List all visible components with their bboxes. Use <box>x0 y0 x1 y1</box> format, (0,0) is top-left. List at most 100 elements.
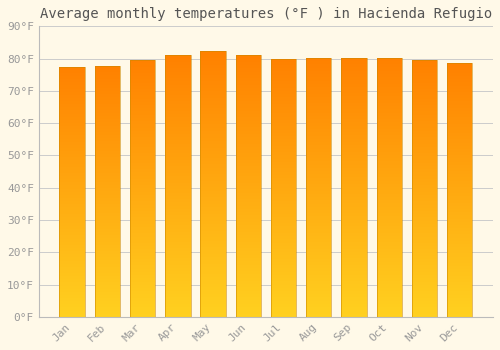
Bar <box>447 212 472 216</box>
Bar <box>94 219 120 223</box>
Bar <box>60 145 85 148</box>
Bar <box>236 186 261 189</box>
Bar <box>342 87 366 90</box>
Bar <box>200 260 226 264</box>
Bar <box>200 71 226 75</box>
Bar <box>306 139 332 142</box>
Bar <box>271 178 296 181</box>
Bar <box>60 236 85 239</box>
Bar <box>60 220 85 223</box>
Bar <box>130 240 156 243</box>
Bar <box>376 135 402 139</box>
Bar <box>271 191 296 194</box>
Bar <box>200 105 226 108</box>
Bar <box>447 98 472 101</box>
Bar <box>306 207 332 210</box>
Bar <box>412 269 437 272</box>
Bar <box>236 255 261 258</box>
Bar <box>236 268 261 271</box>
Bar <box>165 219 190 222</box>
Bar <box>306 74 332 77</box>
Bar <box>60 126 85 129</box>
Bar <box>306 129 332 132</box>
Bar <box>342 314 366 317</box>
Bar <box>236 150 261 153</box>
Bar <box>306 158 332 161</box>
Bar <box>165 65 190 68</box>
Bar <box>130 281 156 285</box>
Bar <box>271 126 296 130</box>
Bar <box>94 173 120 176</box>
Bar <box>94 301 120 304</box>
Bar <box>200 287 226 290</box>
Bar <box>342 219 366 223</box>
Bar <box>412 214 437 217</box>
Bar <box>165 167 190 170</box>
Bar <box>130 217 156 220</box>
Bar <box>271 139 296 142</box>
Bar <box>412 256 437 259</box>
Bar <box>447 168 472 171</box>
Bar <box>200 184 226 188</box>
Bar <box>447 174 472 177</box>
Bar <box>165 241 190 245</box>
Bar <box>306 230 332 233</box>
Bar <box>130 182 156 185</box>
Bar <box>447 216 472 219</box>
Bar <box>342 158 366 161</box>
Bar <box>94 166 120 169</box>
Bar <box>342 252 366 255</box>
Bar <box>165 121 190 124</box>
Bar <box>376 148 402 152</box>
Bar <box>236 199 261 202</box>
Bar <box>130 102 156 105</box>
Bar <box>60 314 85 317</box>
Bar <box>447 133 472 136</box>
Bar <box>236 202 261 206</box>
Bar <box>130 230 156 233</box>
Title: Average monthly temperatures (°F ) in Hacienda Refugio: Average monthly temperatures (°F ) in Ha… <box>40 7 492 21</box>
Bar <box>94 66 120 69</box>
Bar <box>412 314 437 317</box>
Bar <box>447 105 472 108</box>
Bar <box>271 172 296 175</box>
Bar <box>94 248 120 251</box>
Bar <box>271 194 296 197</box>
Bar <box>376 301 402 304</box>
Bar <box>447 73 472 76</box>
Bar <box>412 96 437 99</box>
Bar <box>376 307 402 310</box>
Bar <box>94 307 120 310</box>
Bar <box>236 193 261 196</box>
Bar <box>200 121 226 125</box>
Bar <box>130 83 156 86</box>
Bar <box>447 292 472 295</box>
Bar <box>94 141 120 144</box>
Bar <box>412 227 437 230</box>
Bar <box>447 162 472 165</box>
Bar <box>271 291 296 294</box>
Bar <box>60 289 85 292</box>
Bar <box>412 224 437 227</box>
Bar <box>447 307 472 310</box>
Bar <box>200 181 226 184</box>
Bar <box>200 134 226 138</box>
Bar <box>376 90 402 93</box>
Bar <box>376 281 402 285</box>
Bar <box>447 196 472 200</box>
Bar <box>447 111 472 114</box>
Bar <box>271 275 296 278</box>
Bar <box>200 211 226 214</box>
Bar <box>200 51 226 55</box>
Bar <box>200 168 226 171</box>
Bar <box>200 138 226 141</box>
Bar <box>376 262 402 265</box>
Bar <box>236 261 261 265</box>
Bar <box>200 191 226 194</box>
Bar <box>376 171 402 174</box>
Bar <box>130 233 156 237</box>
Bar <box>200 314 226 317</box>
Bar <box>94 82 120 85</box>
Bar <box>306 272 332 275</box>
Bar <box>376 259 402 262</box>
